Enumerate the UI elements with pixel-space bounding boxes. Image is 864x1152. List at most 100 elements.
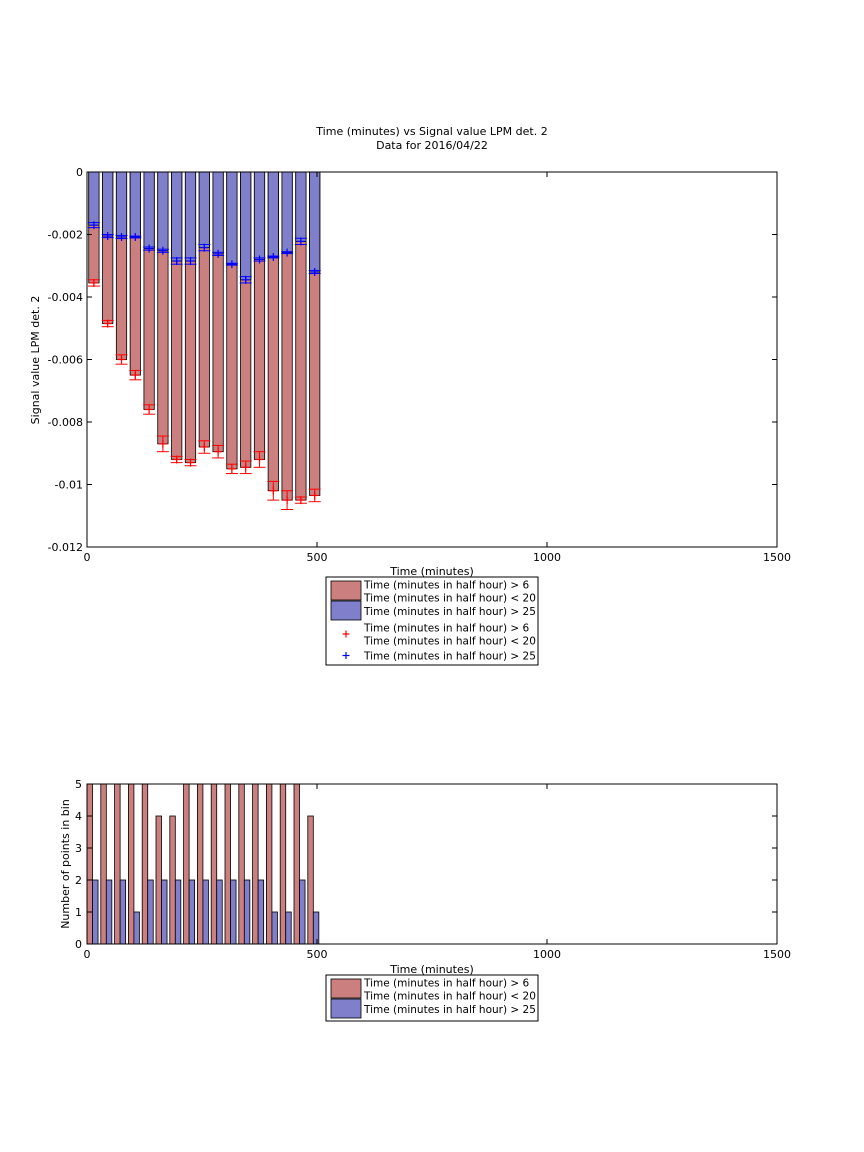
count-bar <box>174 879 182 945</box>
count-bar <box>265 783 273 945</box>
signal-marker <box>255 255 264 264</box>
count-bar <box>210 783 218 945</box>
signal-y-tick-label: -0.006 <box>48 354 83 367</box>
signal-marker <box>241 463 250 472</box>
count-bar <box>114 783 121 945</box>
count-y-tick-label: 2 <box>75 874 82 887</box>
signal-y-ticks: 0 -0.002 -0.004 -0.006 -0.008 -0.01 -0.012 <box>48 166 777 554</box>
count-plot-frame <box>86 783 778 945</box>
signal-x-tick-label: 1000 <box>533 551 561 564</box>
count-bar <box>141 783 149 945</box>
legend-marker <box>342 630 350 638</box>
signal-marker <box>145 405 154 414</box>
signal-marker <box>255 455 264 464</box>
signal-bar <box>171 171 183 262</box>
count-bar <box>307 815 314 945</box>
signal-marker <box>283 496 292 505</box>
signal-bar <box>157 171 169 252</box>
legend-label: Time (minutes in half hour) > 6 <box>363 623 530 635</box>
legend-swatch <box>330 600 362 621</box>
signal-marker <box>310 491 319 500</box>
signal-marker <box>214 249 223 258</box>
signal-marker <box>117 233 126 241</box>
signal-marker <box>296 237 305 246</box>
signal-marker <box>296 496 305 505</box>
signal-bar <box>88 171 100 226</box>
signal-x-tick-label: 1500 <box>763 551 791 564</box>
signal-bar <box>115 171 128 238</box>
legend-label: Time (minutes in half hour) > 6 <box>363 978 530 990</box>
signal-x-ticks: 0 500 1000 1500 <box>84 172 791 564</box>
count-bar <box>271 911 278 945</box>
legend-label: Time (minutes in half hour) < 20 <box>363 636 536 648</box>
legend-marker <box>342 652 350 659</box>
signal-marker <box>172 455 181 464</box>
signal-bar <box>102 171 114 237</box>
signal-marker <box>131 233 140 241</box>
signal-marker <box>283 248 292 257</box>
signal-marker <box>117 355 126 364</box>
signal-marker <box>269 486 278 495</box>
signal-bar <box>253 171 266 260</box>
count-bar <box>196 783 204 945</box>
legend-label: Time (minutes in half hour) < 20 <box>363 593 536 605</box>
signal-marker <box>241 275 250 284</box>
signal-chart: Time (minutes) vs Signal value LPM det. … <box>29 125 791 666</box>
count-bar <box>92 879 99 945</box>
count-bar <box>155 815 162 945</box>
count-y-tick-label: 1 <box>75 906 82 919</box>
count-x-tick-label: 1000 <box>533 948 561 961</box>
signal-marker <box>200 243 209 252</box>
signal-plot-area <box>87 171 777 510</box>
signal-marker <box>145 244 154 253</box>
count-bar <box>202 879 209 945</box>
count-bar <box>312 911 320 945</box>
legend-label: Time (minutes in half hour) > 25 <box>363 1004 536 1016</box>
signal-marker <box>227 464 236 473</box>
signal-bar <box>226 171 238 265</box>
signal-bar <box>129 171 141 238</box>
count-bar <box>119 879 127 945</box>
count-legend: Time (minutes in half hour) > 6 Time (min… <box>325 974 539 1022</box>
signal-x-axis-label: Time (minutes) <box>389 565 474 578</box>
chart-title: Time (minutes) vs Signal value LPM det. … <box>315 125 547 138</box>
signal-marker <box>158 439 167 448</box>
signal-marker <box>172 257 181 266</box>
signal-marker <box>269 253 278 261</box>
count-y-tick-label: 0 <box>75 938 82 951</box>
count-bar <box>105 879 113 945</box>
signal-y-tick-label: -0.008 <box>48 416 83 429</box>
legend-entry: Time (minutes in half hour) > 25 <box>342 651 536 663</box>
legend-swatch <box>330 580 362 601</box>
signal-bar <box>295 171 307 242</box>
count-bar <box>133 911 140 945</box>
legend-swatch <box>330 998 362 1019</box>
count-bar <box>100 783 107 945</box>
signal-marker <box>89 278 98 287</box>
signal-y-tick-label: -0.01 <box>55 479 83 492</box>
legend-label: Time (minutes in half hour) > 25 <box>363 606 536 618</box>
count-bar <box>238 783 245 945</box>
signal-y-tick-label: -0.012 <box>48 541 83 554</box>
count-bar <box>230 879 237 945</box>
count-bar <box>147 879 154 945</box>
count-bar <box>183 783 190 945</box>
signal-marker <box>200 443 209 451</box>
count-y-axis-label: Number of points in bin <box>59 799 72 929</box>
legend-entry: Time (minutes in half hour) > 25 <box>330 600 536 621</box>
count-chart: 0 500 1000 1500 5 4 3 2 1 0 Time (minutes) Numbe… <box>59 778 791 1022</box>
count-bar <box>299 879 306 945</box>
signal-bar <box>309 171 321 273</box>
signal-bar <box>281 171 293 254</box>
signal-marker <box>158 246 167 255</box>
signal-marker <box>186 458 195 467</box>
count-x-axis-label: Time (minutes) <box>389 963 474 976</box>
count-bar <box>127 783 135 945</box>
count-x-tick-label: 500 <box>307 948 328 961</box>
signal-bar <box>143 171 155 249</box>
signal-marker <box>131 371 140 380</box>
signal-y-tick-label: -0.002 <box>48 229 83 242</box>
